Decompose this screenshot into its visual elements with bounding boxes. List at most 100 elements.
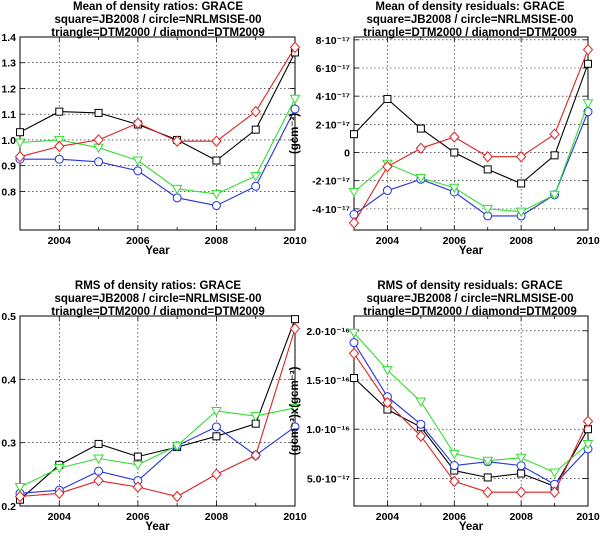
p3-point-dtm2009 bbox=[211, 468, 222, 481]
p2-point-jb2008 bbox=[517, 179, 526, 188]
p4-point-nrlmsise-00 bbox=[416, 419, 426, 429]
p4-point-dtm2009 bbox=[549, 486, 560, 498]
p4-y-tick-label: 2.0·10⁻¹⁶ bbox=[306, 326, 350, 338]
p2-point-dtm2009 bbox=[382, 160, 393, 173]
p2-x-axis-label: Year bbox=[459, 245, 484, 257]
p1-point-dtm2000 bbox=[211, 189, 222, 200]
p3-panel: RMS of density ratios: GRACEsquare=JB200… bbox=[1, 280, 306, 533]
p2-title-line: square=JB2008 / circle=NRLMSISE-00 bbox=[366, 14, 573, 26]
p3-y-tick-label: 0.3 bbox=[1, 438, 16, 450]
p1-x-axis-label: Year bbox=[145, 245, 170, 257]
p4-title-line: square=JB2008 / circle=NRLMSISE-00 bbox=[366, 293, 573, 305]
p3-point-dtm2009 bbox=[54, 487, 65, 500]
p2-x-tick-label: 2010 bbox=[576, 235, 600, 247]
p3-series-line-nrlmsise-00 bbox=[19, 426, 296, 494]
p3-point-jb2008 bbox=[133, 452, 142, 461]
p3-point-dtm2000 bbox=[289, 403, 301, 414]
p1-series-line-nrlmsise-00 bbox=[20, 108, 296, 207]
p1-point-jb2008 bbox=[55, 107, 64, 116]
p3-series-line-jb2008 bbox=[19, 319, 296, 501]
p4-point-dtm2000 bbox=[382, 366, 393, 376]
p3-point-jb2008 bbox=[94, 439, 103, 448]
p2-title-line: triangle=DTM2000 / diamond=DTM2009 bbox=[363, 27, 576, 39]
p2-y-tick-label: 0 bbox=[344, 148, 350, 160]
p1-point-dtm2000 bbox=[171, 184, 183, 195]
p1-x-tick-label: 2006 bbox=[126, 235, 150, 247]
p4-x-tick-label: 2006 bbox=[443, 511, 467, 523]
p3-point-dtm2009 bbox=[14, 490, 26, 503]
p4-x-axis-label: Year bbox=[459, 521, 484, 533]
p3-point-dtm2000 bbox=[14, 483, 26, 493]
p4-y-tick-label: 1.5·10⁻¹⁶ bbox=[306, 375, 350, 387]
p2-title-line: Mean of density residuals: GRACE bbox=[375, 1, 564, 13]
p3-x-tick-label: 2004 bbox=[48, 511, 72, 523]
p2-point-dtm2000 bbox=[348, 187, 360, 198]
p3-x-axis-label: Year bbox=[145, 521, 170, 533]
p1-point-dtm2000 bbox=[289, 94, 301, 105]
p2-y-tick-label: 6·10⁻¹⁷ bbox=[316, 63, 350, 75]
p4-y-tick-label: 5.0·10⁻¹⁷ bbox=[307, 473, 350, 485]
p1-series-line-dtm2000 bbox=[19, 98, 296, 195]
p1-point-dtm2000 bbox=[132, 156, 144, 167]
p2-point-dtm2000 bbox=[482, 204, 494, 215]
p1-point-dtm2009 bbox=[211, 135, 222, 147]
p3-point-dtm2000 bbox=[53, 464, 65, 474]
p4-series-line-dtm2009 bbox=[353, 353, 589, 493]
p1-point-dtm2009 bbox=[250, 105, 261, 118]
p3-x-tick-label: 2008 bbox=[205, 511, 229, 523]
p1-y-tick-label: 1.2 bbox=[1, 83, 16, 95]
p2-series-line-dtm2009 bbox=[353, 49, 589, 224]
p4-point-jb2008 bbox=[350, 374, 358, 383]
p1-point-jb2008 bbox=[251, 125, 260, 134]
p1-title-line: Mean of density ratios: GRACE bbox=[73, 1, 243, 13]
p2-point-dtm2000 bbox=[448, 183, 460, 194]
p4-point-jb2008 bbox=[483, 473, 492, 482]
p3-point-nrlmsise-00 bbox=[290, 422, 300, 432]
p1-y-tick-label: 1.0 bbox=[1, 135, 16, 147]
p2-y-tick-label: 8·10⁻¹⁷ bbox=[316, 35, 350, 47]
p1-point-nrlmsise-00 bbox=[54, 154, 64, 164]
p4-x-tick-label: 2008 bbox=[509, 511, 533, 523]
p3-series-line-dtm2000 bbox=[19, 407, 296, 488]
p1-point-nrlmsise-00 bbox=[172, 193, 182, 203]
p1-point-jb2008 bbox=[16, 128, 24, 137]
p2-point-jb2008 bbox=[550, 151, 559, 160]
p3-point-dtm2009 bbox=[132, 481, 144, 493]
p3-title-line: square=JB2008 / circle=NRLMSISE-00 bbox=[54, 293, 261, 305]
p4-point-dtm2009 bbox=[415, 430, 427, 442]
p1-point-dtm2009 bbox=[132, 117, 144, 129]
p3-point-dtm2009 bbox=[93, 474, 104, 487]
p3-title-line: triangle=DTM2000 / diamond=DTM2009 bbox=[51, 306, 264, 318]
p3-point-dtm2009 bbox=[171, 490, 183, 503]
p1-point-dtm2009 bbox=[14, 150, 26, 163]
p1-series-line-dtm2009 bbox=[19, 47, 296, 158]
p3-point-nrlmsise-00 bbox=[94, 466, 104, 476]
p3-point-jb2008 bbox=[291, 315, 299, 324]
p4-point-jb2008 bbox=[517, 469, 526, 478]
p1-point-nrlmsise-00 bbox=[290, 104, 300, 114]
p1-point-nrlmsise-00 bbox=[133, 166, 143, 176]
p4-point-dtm2000 bbox=[348, 328, 360, 339]
p4-y-tick-label: 1.0·10⁻¹⁶ bbox=[306, 424, 350, 436]
p4-point-dtm2000 bbox=[582, 439, 594, 450]
p1-point-dtm2009 bbox=[54, 140, 65, 153]
p1-x-tick-label: 2004 bbox=[48, 235, 72, 247]
p3-point-dtm2000 bbox=[211, 407, 222, 417]
p2-x-tick-label: 2008 bbox=[509, 235, 533, 247]
p4-title-line: RMS of density residuals: GRACE bbox=[377, 280, 563, 292]
p1-point-dtm2009 bbox=[93, 134, 104, 146]
p4-point-dtm2000 bbox=[549, 468, 560, 479]
p2-panel: Mean of density residuals: GRACEsquare=J… bbox=[289, 1, 600, 257]
p3-point-dtm2009 bbox=[250, 449, 261, 462]
p2-point-dtm2000 bbox=[549, 190, 560, 201]
p1-point-nrlmsise-00 bbox=[94, 157, 104, 167]
p3-point-nrlmsise-00 bbox=[211, 422, 221, 432]
p2-x-tick-label: 2006 bbox=[443, 235, 467, 247]
p1-point-dtm2000 bbox=[53, 135, 65, 146]
p4-y-axis-label: (gcm⁻³)x(gcm⁻³) bbox=[289, 366, 301, 455]
p2-point-dtm2009 bbox=[549, 128, 560, 140]
p3-point-jb2008 bbox=[212, 432, 221, 441]
p3-point-dtm2009 bbox=[289, 322, 301, 335]
p4-point-dtm2009 bbox=[482, 486, 493, 498]
